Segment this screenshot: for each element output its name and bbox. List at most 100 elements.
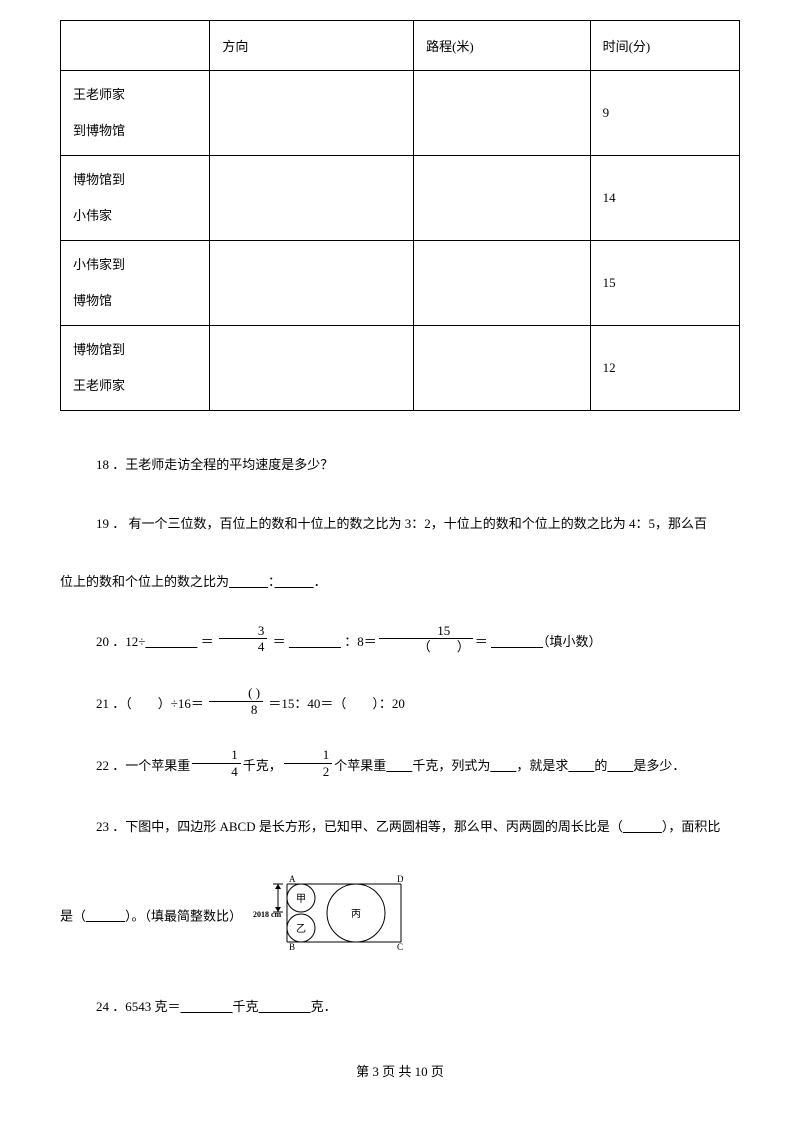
fig-dim: 2018 cm — [253, 910, 282, 919]
row1-direction — [210, 156, 414, 241]
q21-post: ＝15：40＝（ ）：20 — [265, 696, 405, 711]
row3-place2: 王老师家 — [73, 368, 209, 404]
row2-time: 15 — [590, 241, 739, 326]
q22-b1 — [386, 758, 412, 773]
row3-distance — [414, 326, 591, 411]
fig-label-jia: 甲 — [296, 894, 306, 905]
q24-b2 — [259, 999, 311, 1014]
q23-mid: ），面积比 — [662, 819, 721, 834]
question-24: 24 ．6543 克＝ 千克 克． — [60, 993, 740, 1022]
q22-pre: ．一个苹果重 — [112, 758, 190, 773]
q22-num: 22 — [96, 758, 109, 773]
q20-blank3 — [491, 634, 543, 649]
q22-f2: 12 — [284, 747, 333, 779]
fig-label-bing: 丙 — [351, 909, 361, 920]
q21-frac-d: 8 — [209, 702, 263, 718]
question-20: 20 ．12÷ ＝ 34 ＝ ：8＝15（ ）＝ （填小数） — [60, 627, 740, 659]
question-19b: 位上的数和个位上的数之比为 ： ． — [60, 568, 740, 597]
header-place — [61, 21, 210, 71]
q22-f1n: 1 — [192, 747, 241, 764]
fig-label-C: C — [397, 942, 403, 952]
question-21: 21 ．（ ）÷16＝ ( )8 ＝15：40＝（ ）：20 — [60, 689, 740, 721]
q20-frac2-d: （ ） — [379, 639, 473, 655]
q23-b1 — [623, 819, 662, 834]
footer-text: 第 3 页 共 10 页 — [356, 1064, 444, 1079]
row0-distance — [414, 71, 591, 156]
fig-label-A: A — [289, 874, 296, 884]
q22-f1d: 4 — [192, 764, 241, 780]
q20-frac1-n: 3 — [219, 623, 268, 640]
table-row: 王老师家 到博物馆 9 — [61, 71, 740, 156]
row1-distance — [414, 156, 591, 241]
q22-mid5: 的 — [594, 758, 607, 773]
q19-text-d: ． — [314, 574, 327, 589]
q19-text-a: ． 有一个三位数，百位上的数和十位上的数之比为 3：2，十位上的数和个位上的数之… — [112, 516, 707, 531]
q18-text: ．王老师走访全程的平均速度是多少？ — [112, 457, 333, 472]
table-row: 博物馆到 王老师家 12 — [61, 326, 740, 411]
q24-pre: ．6543 克＝ — [112, 999, 180, 1014]
page-footer: 第 3 页 共 10 页 — [60, 1061, 740, 1080]
question-23: 23 ．下图中，四边形 ABCD 是长方形，已知甲、乙两圆相等，那么甲、丙两圆的… — [60, 813, 740, 842]
q21-frac: ( )8 — [209, 685, 263, 717]
q23-postb: ）。（填最简整数比） — [125, 908, 242, 923]
row1-place1: 博物馆到 — [73, 162, 209, 198]
q24-post: 克． — [311, 999, 337, 1014]
header-time: 时间(分) — [590, 21, 739, 71]
q20-pre: ．12÷ — [112, 634, 145, 649]
row2-place2: 博物馆 — [73, 283, 209, 319]
row3-place1: 博物馆到 — [73, 332, 209, 368]
q23-pre: ．下图中，四边形 ABCD 是长方形，已知甲、乙两圆相等，那么甲、丙两圆的周长比… — [112, 819, 623, 834]
q20-blank1 — [145, 634, 197, 649]
row0-place1: 王老师家 — [73, 77, 209, 113]
table-row: 博物馆到 小伟家 14 — [61, 156, 740, 241]
q19-blank2 — [275, 574, 314, 589]
row1-place2: 小伟家 — [73, 198, 209, 234]
q20-frac1: 34 — [219, 623, 268, 655]
fig-label-yi: 乙 — [296, 923, 306, 935]
table-header-row: 方向 路程(米) 时间(分) — [61, 21, 740, 71]
row0-direction — [210, 71, 414, 156]
row0-time: 9 — [590, 71, 739, 156]
row1-time: 14 — [590, 156, 739, 241]
q24-b1 — [181, 999, 233, 1014]
q19-blank1 — [229, 574, 268, 589]
q18-num: 18 — [96, 457, 109, 472]
q22-mid3: 千克，列式为 — [412, 758, 490, 773]
q20-frac2: 15（ ） — [379, 623, 473, 655]
row2-place1: 小伟家到 — [73, 247, 209, 283]
q21-pre: ．（ ）÷16＝ — [112, 696, 207, 711]
q20-tail: （填小数） — [543, 634, 602, 649]
header-direction: 方向 — [210, 21, 414, 71]
row3-direction — [210, 326, 414, 411]
q22-b2 — [490, 758, 516, 773]
q20-num: 20 — [96, 634, 109, 649]
q23-num: 23 — [96, 819, 109, 834]
row3-time: 12 — [590, 326, 739, 411]
row2-direction — [210, 241, 414, 326]
question-22: 22 ．一个苹果重14千克，12个苹果重 千克，列式为 ，就是求 的 是多少． — [60, 751, 740, 783]
q21-num: 21 — [96, 696, 109, 711]
q22-f1: 14 — [192, 747, 241, 779]
q22-mid6: 是多少． — [633, 758, 685, 773]
q20-eq2: ＝ — [269, 634, 289, 649]
q20-eq1: ＝ — [197, 634, 217, 649]
q20-mid: ：8＝ — [341, 634, 377, 649]
q19-text-b: 位上的数和个位上的数之比为 — [60, 574, 229, 589]
q22-mid1: 千克， — [243, 758, 282, 773]
q19-num: 19 — [96, 516, 109, 531]
q24-mid: 千克 — [233, 999, 259, 1014]
q22-mid2: 个苹果重 — [334, 758, 386, 773]
q23-b2 — [86, 908, 125, 923]
q20-frac1-d: 4 — [219, 639, 268, 655]
header-distance: 路程(米) — [414, 21, 591, 71]
question-18: 18 ．王老师走访全程的平均速度是多少？ — [60, 451, 740, 480]
q22-b3 — [568, 758, 594, 773]
q20-eq3: ＝ — [475, 634, 491, 649]
route-table: 方向 路程(米) 时间(分) 王老师家 到博物馆 9 博物馆到 小伟家 14 小… — [60, 20, 740, 411]
q23-posta: 是（ — [60, 908, 86, 923]
row0-place2: 到博物馆 — [73, 113, 209, 149]
q20-blank2 — [289, 634, 341, 649]
question-19: 19 ． 有一个三位数，百位上的数和十位上的数之比为 3：2，十位上的数和个位上… — [60, 510, 740, 539]
q22-mid4: ，就是求 — [516, 758, 568, 773]
q22-f2n: 1 — [284, 747, 333, 764]
